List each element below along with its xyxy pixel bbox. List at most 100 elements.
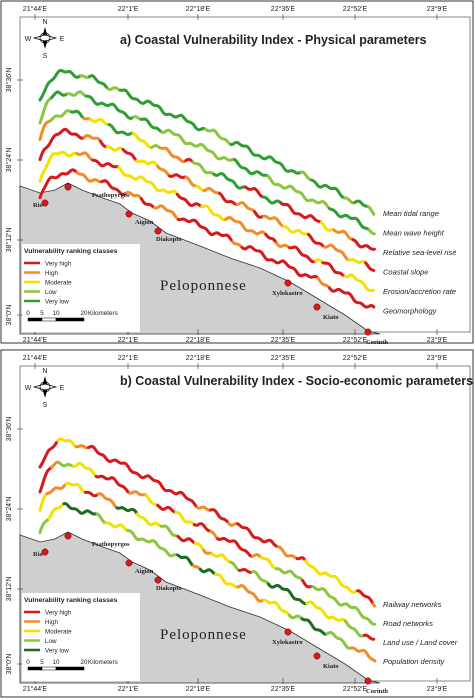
scale-segment [55, 317, 85, 322]
vulnerability-segment [64, 70, 82, 79]
vulnerability-segment [302, 195, 330, 209]
lat-label: 38°0'N [5, 654, 13, 675]
lon-label: 22°35'E [271, 336, 296, 344]
vulnerability-segment [184, 157, 194, 164]
vulnerability-segment [347, 257, 367, 264]
vulnerability-segment [307, 232, 325, 248]
vulnerability-segment [108, 184, 128, 197]
vulnerability-segment [362, 633, 376, 641]
vulnerability-segment [202, 549, 214, 556]
lat-label: 38°24'N [5, 497, 13, 522]
town-label: Aigion [135, 568, 154, 575]
vulnerability-segment [279, 162, 303, 175]
vulnerability-segment [100, 179, 112, 187]
vulnerability-segment [349, 216, 371, 231]
vulnerability-segment [195, 505, 213, 512]
vulnerability-segment [343, 619, 366, 638]
scale-label: 5 [40, 659, 44, 666]
lon-label: 22°1'E [118, 5, 139, 13]
vulnerability-segment [56, 437, 77, 448]
vulnerability-segment [236, 522, 262, 541]
panel-title: b) Coastal Vulnerability Index - Socio-e… [120, 374, 473, 388]
vulnerability-segment [184, 175, 198, 188]
legend-label: High [45, 619, 58, 626]
vulnerability-segment [47, 502, 66, 520]
scale-segment [55, 666, 85, 671]
vulnerability-segment [300, 617, 328, 636]
compass-s: S [43, 402, 48, 409]
vulnerability-segment [264, 233, 278, 245]
lat-label: 38°0'N [5, 305, 13, 326]
vulnerability-segment [264, 256, 285, 265]
vulnerability-segment [244, 228, 268, 236]
layer-label: Population density [383, 657, 446, 666]
vulnerability-segment [353, 199, 370, 209]
scale-label: 20 [80, 310, 88, 317]
compass-s: S [43, 53, 48, 60]
vulnerability-segment [220, 553, 232, 564]
vulnerability-segment [192, 522, 212, 533]
vulnerability-segment [232, 180, 246, 190]
vulnerability-segment [232, 158, 247, 170]
vulnerability-segment [174, 510, 195, 526]
lon-label: 22°1'E [118, 336, 139, 344]
vulnerability-segment [224, 215, 246, 230]
vulnerability-segment [275, 241, 291, 249]
vulnerability-segment [295, 270, 319, 279]
lon-label: 23°9'E [427, 685, 448, 693]
vulnerability-segment [91, 158, 120, 169]
vulnerability-segment [209, 529, 220, 541]
town-marker [284, 279, 292, 287]
vulnerability-segment [107, 123, 119, 135]
lat-label: 38°36'N [5, 417, 13, 442]
town-label: Psathopyrgos [92, 541, 130, 548]
legend-label: Very high [45, 261, 72, 268]
vulnerability-segment [142, 517, 154, 527]
vulnerability-segment [276, 545, 299, 561]
lon-label: 23°9'E [427, 336, 448, 344]
vulnerability-segment [100, 453, 128, 466]
vulnerability-segment [305, 600, 324, 612]
vulnerability-segment [321, 609, 346, 622]
legend-label: Low [45, 289, 57, 296]
vulnerability-segment [117, 165, 140, 181]
vulnerability-segment [204, 127, 233, 146]
vulnerability-segment [198, 567, 217, 576]
lat-label: 38°24'N [5, 148, 13, 173]
compass-ring [39, 381, 51, 393]
vulnerability-segment [176, 553, 194, 567]
vulnerability-segment [94, 474, 116, 481]
vulnerability-segment [236, 584, 265, 603]
vulnerability-segment [227, 521, 238, 527]
town-marker [154, 227, 162, 235]
vulnerability-segment [106, 102, 120, 112]
town-label: Kiato [323, 663, 339, 670]
vulnerability-segment [38, 492, 49, 512]
vulnerability-segment [287, 613, 303, 620]
layer-label: Mean wave height [383, 229, 445, 238]
town-label: Xylokastro [272, 290, 303, 297]
lon-label: 22°35'E [271, 5, 296, 13]
vulnerability-segment [128, 490, 148, 497]
vulnerability-segment [332, 228, 342, 235]
vulnerability-segment [201, 226, 220, 236]
scale-label: 10 [52, 659, 60, 666]
legend-label: Very low [45, 299, 69, 306]
town-marker [284, 628, 292, 636]
vulnerability-segment [318, 571, 343, 587]
panel: 21°44'E 21°44'E 22°1'E 22°1'E 22°18'E 22°18'E… [0, 349, 474, 698]
vulnerability-segment [88, 117, 110, 126]
vulnerability-segment [195, 184, 205, 193]
vulnerability-segment [352, 298, 369, 309]
vulnerability-segment [295, 556, 307, 562]
lon-label: 22°1'E [118, 354, 139, 362]
vulnerability-segment [176, 173, 188, 180]
scale-segment [27, 666, 43, 671]
vulnerability-segment [301, 579, 314, 589]
vulnerability-segment [135, 159, 159, 167]
lon-label: 23°9'E [427, 5, 448, 13]
vulnerability-segment [151, 521, 162, 528]
lon-label: 22°35'E [271, 685, 296, 693]
vulnerability-segment [262, 598, 290, 616]
vulnerability-segment [278, 183, 305, 197]
